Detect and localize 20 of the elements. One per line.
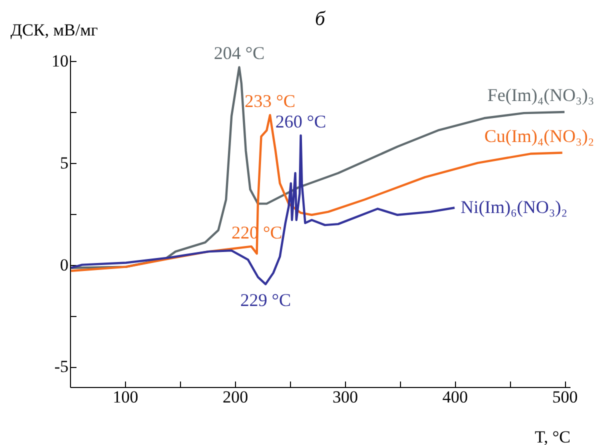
x-axis-title: T, °C	[534, 428, 570, 445]
annotation: 233 °C	[244, 91, 296, 112]
y-tick-label: 10	[52, 52, 68, 71]
y-tick-label: 5	[60, 153, 68, 172]
series-label: Cu(Im)₄(NO₃)₂	[484, 126, 594, 146]
series-label: Fe(Im)₄(NO₃)₃	[487, 85, 594, 106]
chart-title: б	[314, 8, 326, 30]
annotation: 229 °C	[240, 290, 291, 310]
line-series	[70, 134, 456, 286]
x-tick-label: 300	[332, 388, 358, 406]
x-tick-label: 400	[442, 388, 468, 406]
y-tick-label: 0	[60, 255, 68, 274]
x-tick-label: 100	[112, 388, 138, 406]
annotation: 260 °C	[275, 111, 326, 132]
series-label: Ni(Im)₆(NO₃)₂	[460, 196, 568, 217]
x-tick-label: 500	[552, 388, 578, 406]
y-tick-label: -5	[54, 357, 68, 376]
x-tick-label: 200	[222, 388, 248, 406]
y-axis-title: ДСК, мВ/мг	[10, 20, 98, 40]
annotation: 204 °C	[214, 43, 265, 64]
